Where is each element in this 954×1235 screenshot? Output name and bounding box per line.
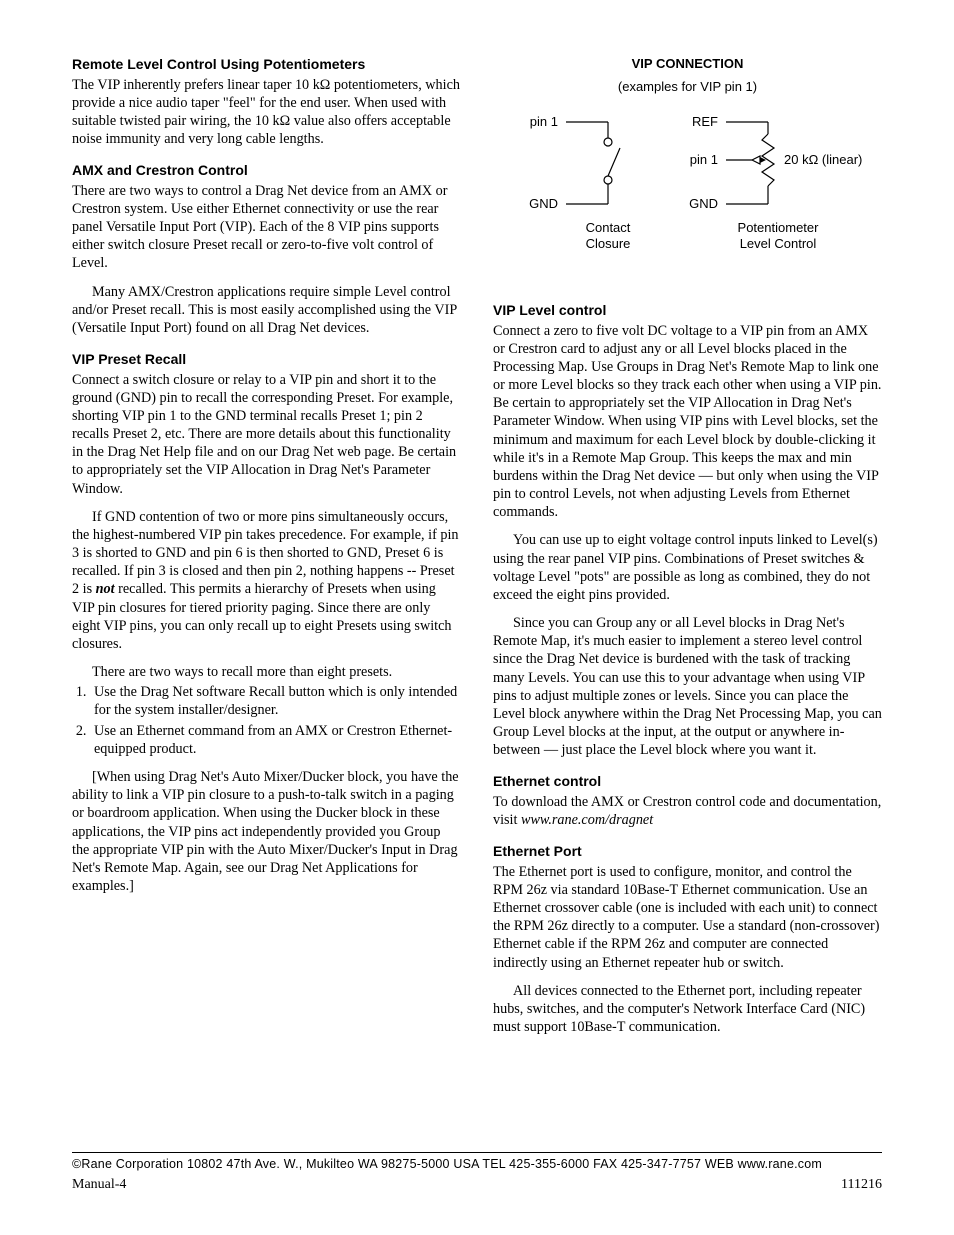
label-gnd-right: GND <box>689 196 718 211</box>
heading-amx-crestron: AMX and Crestron Control <box>72 162 461 180</box>
label-potentiometer: Potentiometer <box>737 220 819 235</box>
para: Many AMX/Crestron applications require s… <box>72 283 461 338</box>
para: All devices connected to the Ethernet po… <box>493 982 882 1037</box>
para: Connect a zero to five volt DC voltage t… <box>493 322 882 522</box>
footer-rule <box>72 1152 882 1153</box>
label-gnd-left: GND <box>529 196 558 211</box>
preset-recall-list: Use the Drag Net software Recall button … <box>72 683 461 758</box>
para: There are two ways to control a Drag Net… <box>72 182 461 273</box>
para: Connect a switch closure or relay to a V… <box>72 371 461 498</box>
label-pin1-right: pin 1 <box>689 152 717 167</box>
label-pin1-left: pin 1 <box>529 114 557 129</box>
doc-code: 111216 <box>841 1177 882 1193</box>
page-number: Manual-4 <box>72 1177 126 1193</box>
emphasis-not: not <box>96 581 115 597</box>
diagram-title: VIP CONNECTION <box>493 56 882 71</box>
para: [When using Drag Net's Auto Mixer/Ducker… <box>72 768 461 895</box>
para: There are two ways to recall more than e… <box>72 663 461 681</box>
para-text: recalled. This permits a hierarchy of Pr… <box>72 581 451 652</box>
vip-connection-svg: pin 1 GND Contact Closure REF <box>508 104 868 284</box>
list-item: Use an Ethernet command from an AMX or C… <box>90 722 461 758</box>
para: The VIP inherently prefers linear taper … <box>72 76 461 149</box>
label-ref: REF <box>692 114 718 129</box>
label-level-control: Level Control <box>739 236 816 251</box>
diagram-subtitle: (examples for VIP pin 1) <box>493 79 882 94</box>
heading-remote-level: Remote Level Control Using Potentiometer… <box>72 56 461 74</box>
left-column: Remote Level Control Using Potentiometer… <box>72 56 461 1116</box>
url-text: www.rane.com/dragnet <box>521 812 653 828</box>
para: You can use up to eight voltage control … <box>493 531 882 604</box>
page-footer: ©Rane Corporation 10802 47th Ave. W., Mu… <box>72 1152 882 1193</box>
heading-ethernet-control: Ethernet control <box>493 773 882 791</box>
right-column: VIP CONNECTION (examples for VIP pin 1) … <box>493 56 882 1116</box>
label-closure: Closure <box>585 236 630 251</box>
para: Since you can Group any or all Level blo… <box>493 614 882 759</box>
para: To download the AMX or Crestron control … <box>493 793 882 829</box>
para: If GND contention of two or more pins si… <box>72 508 461 653</box>
heading-vip-preset-recall: VIP Preset Recall <box>72 351 461 369</box>
list-item: Use the Drag Net software Recall button … <box>90 683 461 719</box>
label-pot-value: 20 kΩ (linear) <box>784 152 862 167</box>
heading-vip-level-control: VIP Level control <box>493 302 882 320</box>
label-contact: Contact <box>585 220 630 235</box>
footer-copyright: ©Rane Corporation 10802 47th Ave. W., Mu… <box>72 1157 882 1171</box>
vip-connection-diagram: VIP CONNECTION (examples for VIP pin 1) … <box>493 56 882 284</box>
heading-ethernet-port: Ethernet Port <box>493 843 882 861</box>
para: The Ethernet port is used to configure, … <box>493 863 882 972</box>
